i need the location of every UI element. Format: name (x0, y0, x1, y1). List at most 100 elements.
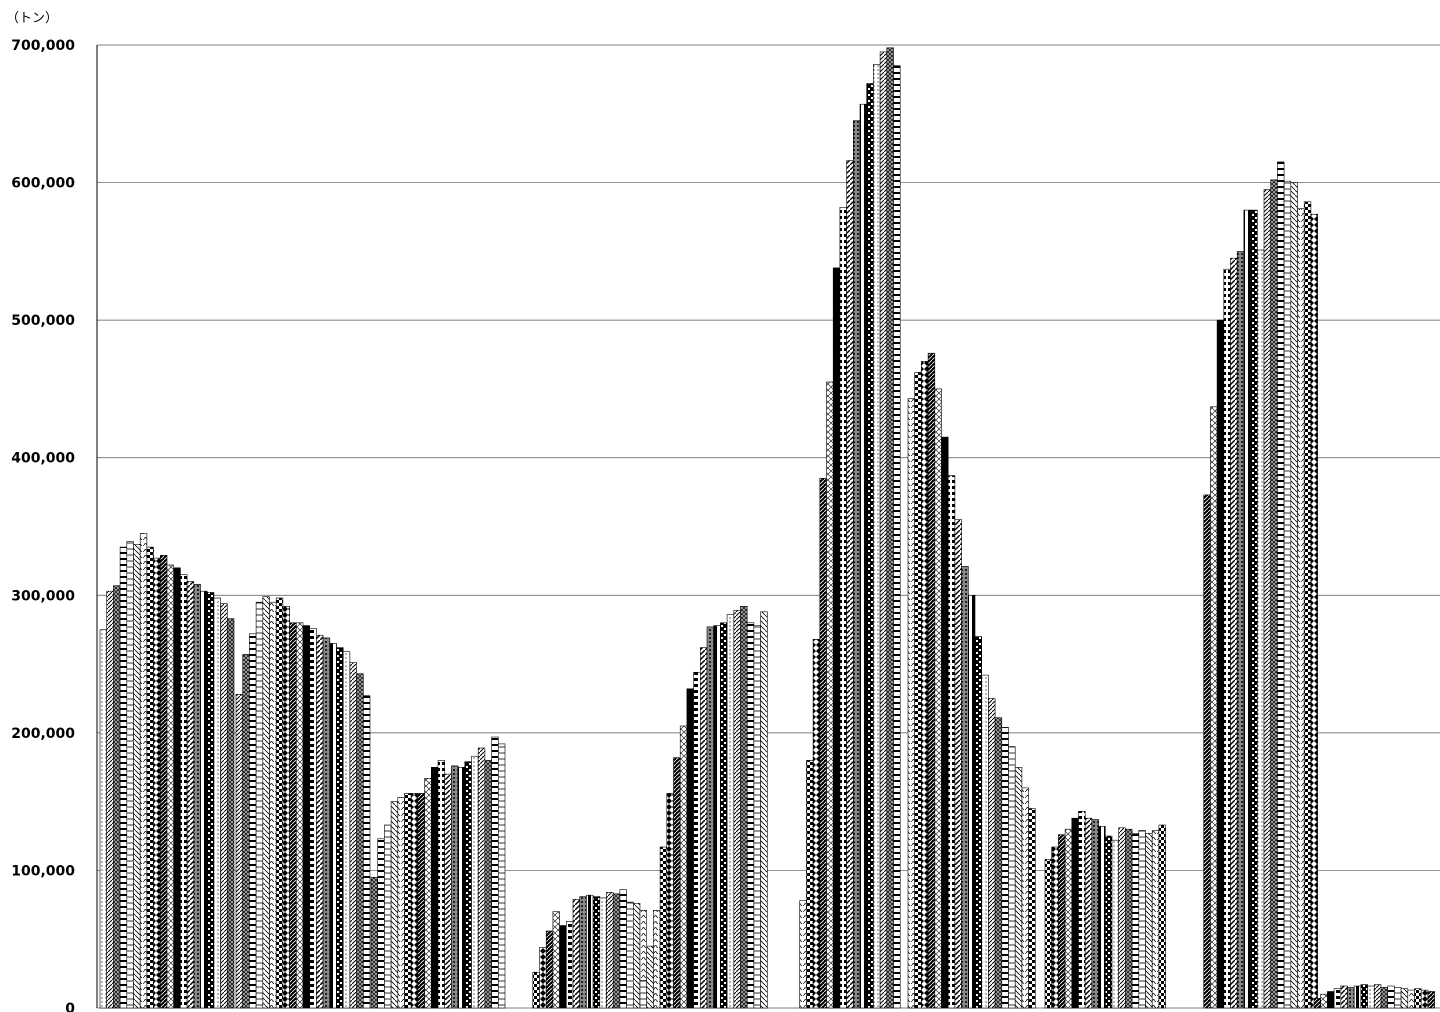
bar (846, 160, 854, 1009)
bar (275, 597, 284, 1009)
bar (1380, 987, 1388, 1009)
bar (282, 605, 290, 1009)
bar (1303, 201, 1312, 1009)
bar (1051, 846, 1059, 1009)
bar (1151, 830, 1160, 1009)
bar (113, 585, 121, 1009)
bar (673, 757, 681, 1009)
bar (812, 638, 821, 1009)
bar (1407, 989, 1415, 1009)
bar (1044, 859, 1052, 1009)
bar (1021, 787, 1029, 1009)
bar (653, 909, 661, 1009)
bar (471, 755, 479, 1009)
bar (289, 622, 297, 1009)
y-tick-label: 300,000 (11, 588, 75, 604)
bar (437, 760, 445, 1009)
bar (262, 596, 270, 1009)
bar (457, 766, 466, 1009)
bar (559, 925, 567, 1009)
bar (1216, 319, 1225, 1009)
bar (1353, 985, 1362, 1009)
bar (106, 590, 114, 1009)
bar (1098, 826, 1106, 1009)
tick-labels: 0 100,000 200,000 300,000 400,000 500,000 600,… (11, 38, 75, 1012)
bar (1091, 819, 1099, 1009)
bar (886, 47, 894, 1009)
bar (1387, 985, 1395, 1009)
bar (302, 625, 310, 1009)
bar (1283, 180, 1292, 1009)
bar (967, 594, 976, 1009)
bar (1394, 987, 1402, 1009)
bar (269, 601, 277, 1009)
bar (497, 743, 506, 1009)
bar (1367, 985, 1375, 1009)
bar (235, 693, 243, 1009)
bar (451, 765, 459, 1009)
bar (404, 793, 412, 1009)
bar (1400, 988, 1409, 1009)
bar (370, 876, 378, 1009)
bar (1360, 984, 1368, 1009)
bar (309, 627, 317, 1009)
bar (1297, 208, 1305, 1009)
bar (733, 610, 741, 1009)
bar (893, 65, 901, 1009)
bar (342, 651, 351, 1009)
bar (686, 688, 694, 1009)
bar (826, 381, 834, 1009)
bar (740, 605, 748, 1009)
bar (444, 773, 452, 1009)
bar (1243, 209, 1251, 1009)
bar (146, 546, 154, 1009)
y-tick-label: 100,000 (11, 863, 75, 879)
bar (934, 388, 942, 1009)
bar (200, 590, 208, 1009)
bar (586, 894, 594, 1009)
bar (799, 900, 807, 1009)
bar (249, 633, 257, 1009)
bar (1008, 746, 1016, 1009)
bar (186, 581, 195, 1009)
bar (666, 793, 674, 1009)
bar (1203, 494, 1211, 1009)
bar (879, 51, 888, 1009)
bar (397, 797, 405, 1009)
bar (1111, 839, 1119, 1009)
bar (579, 896, 587, 1009)
bar (1374, 984, 1382, 1009)
bar (322, 637, 331, 1009)
bar (417, 793, 425, 1009)
bar (1131, 832, 1140, 1009)
bar (1105, 835, 1113, 1009)
bar (464, 761, 472, 1009)
bar (753, 625, 761, 1009)
bar (295, 622, 304, 1009)
bar (981, 674, 989, 1009)
bar (720, 622, 728, 1009)
y-tick-label: 600,000 (11, 176, 75, 192)
bar (1138, 830, 1146, 1009)
bar (1145, 832, 1153, 1009)
bar (873, 64, 881, 1009)
bar (819, 477, 827, 1009)
bar (626, 901, 634, 1009)
bar (1223, 268, 1231, 1009)
bar (1290, 182, 1298, 1009)
bar (206, 592, 215, 1009)
bar (1230, 257, 1238, 1009)
bar (329, 643, 337, 1009)
bar (713, 625, 721, 1009)
bar (1320, 993, 1328, 1009)
bar (852, 120, 861, 1009)
bar (227, 618, 235, 1009)
bar (746, 622, 755, 1009)
bar (988, 698, 996, 1009)
bar (349, 662, 357, 1009)
bar (1064, 828, 1073, 1009)
y-tick-label: 200,000 (11, 726, 75, 742)
bar (532, 971, 540, 1009)
bar (477, 747, 486, 1009)
